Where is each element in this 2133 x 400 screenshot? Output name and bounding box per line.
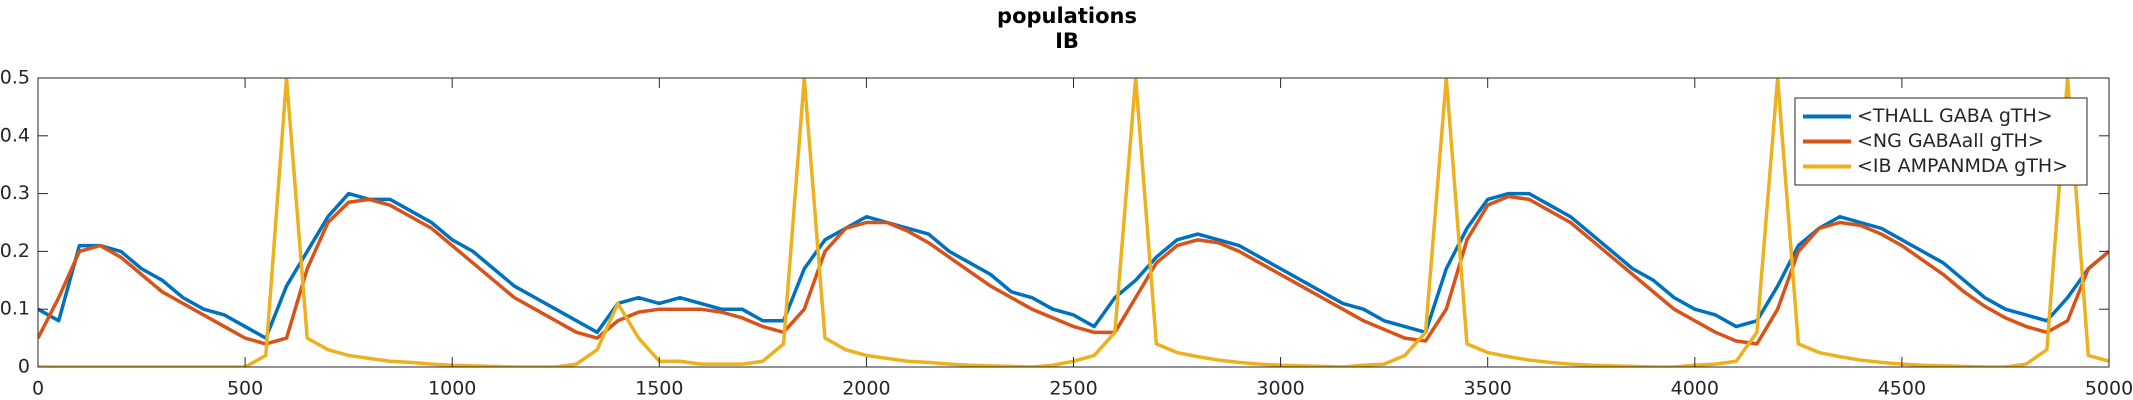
series-line [38,194,2109,346]
chart-title: populations [997,4,1137,28]
y-tick-label: 0.1 [0,298,30,320]
x-tick-label: 3000 [1256,378,1304,400]
legend-label: <IB AMPANMDA gTH> [1857,155,2068,177]
y-tick-label: 0.3 [0,182,30,204]
y-tick-label: 0.2 [0,240,30,262]
x-tick-label: 4000 [1671,378,1719,400]
x-tick-label: 5000 [2085,378,2133,400]
x-tick-label: 500 [227,378,263,400]
x-tick-label: 4500 [1878,378,1926,400]
x-tick-label: 1000 [428,378,476,400]
y-tick-label: 0 [18,356,30,378]
x-tick-label: 2000 [842,378,890,400]
x-tick-label: 0 [32,378,44,400]
legend-label: <THALL GABA gTH> [1857,105,2053,127]
y-tick-label: 0.5 [0,67,30,89]
series-line [38,191,2109,340]
x-tick-label: 3500 [1464,378,1512,400]
legend-label: <NG GABAall gTH> [1857,130,2044,152]
y-tick-label: 0.4 [0,124,30,146]
chart-subtitle: IB [1055,29,1079,53]
x-tick-label: 1500 [635,378,683,400]
x-tick-label: 2500 [1049,378,1097,400]
